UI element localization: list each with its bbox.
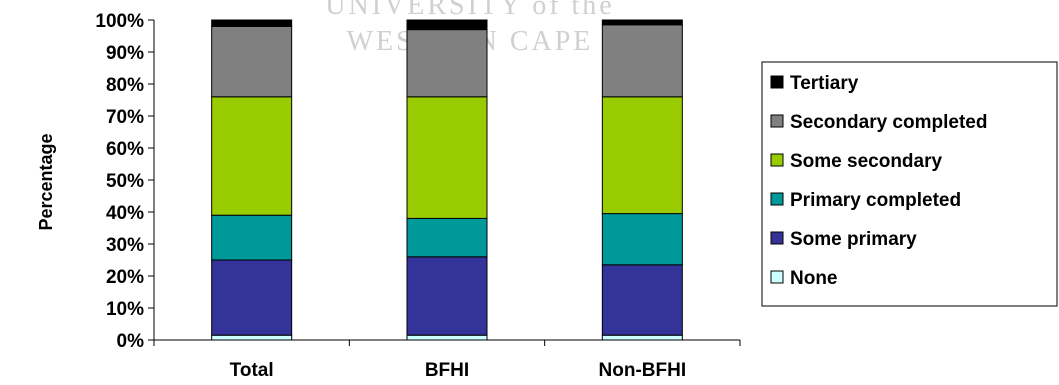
legend-swatch: [770, 192, 784, 206]
legend-label: Primary completed: [790, 190, 961, 211]
bar-segment: [211, 96, 293, 216]
y-tick-label: 20%: [106, 267, 144, 288]
bar-segment: [406, 217, 488, 258]
legend-box: [761, 61, 1058, 307]
bar-segment: [406, 19, 488, 31]
x-category-label: Non-BFHI: [599, 360, 687, 381]
legend-swatch: [770, 153, 784, 167]
x-category-label: Total: [230, 360, 274, 381]
bar-segment: [601, 213, 683, 266]
y-tick-label: 40%: [106, 203, 144, 224]
legend-swatch: [770, 114, 784, 128]
bar-segment: [211, 25, 293, 98]
y-tick-label: 70%: [106, 107, 144, 128]
legend-label: Some secondary: [790, 151, 942, 172]
bar-segment: [601, 19, 683, 26]
y-axis-title: Percentage: [36, 133, 56, 230]
y-axis-ticks: 0% 10% 20% 30% 40% 50% 60% 70% 80% 90% 100%: [95, 11, 154, 352]
legend-label: Tertiary: [790, 73, 859, 94]
watermark-line-1: UNIVERSITY of the: [325, 0, 614, 21]
legend-swatch: [770, 270, 784, 284]
y-tick-label: 10%: [106, 299, 144, 320]
bar-segment: [406, 96, 488, 219]
legend-swatch: [770, 75, 784, 89]
y-tick-label: 90%: [106, 43, 144, 64]
axes: [153, 20, 741, 346]
y-tick-label: 30%: [106, 235, 144, 256]
bar-segment: [601, 334, 683, 341]
legend-label: Secondary completed: [790, 112, 987, 133]
bar-segment: [601, 24, 683, 98]
legend-label: Some primary: [790, 229, 917, 250]
bar-segment: [211, 259, 293, 336]
bar-segment: [211, 19, 293, 27]
bar-segment: [601, 264, 683, 336]
legend-label: None: [790, 268, 838, 289]
bar-segment: [406, 256, 488, 336]
bars: [211, 19, 683, 341]
bar-segment: [211, 334, 293, 341]
y-tick-label: 0%: [117, 331, 145, 352]
y-tick-label: 100%: [95, 11, 144, 32]
legend: Tertiary Secondary completed Some secondar…: [761, 61, 1058, 307]
y-tick-label: 60%: [106, 139, 144, 160]
y-tick-label: 50%: [106, 171, 144, 192]
x-axis-categories: Total BFHI Non-BFHI: [230, 360, 686, 381]
bar-segment: [406, 334, 488, 341]
y-tick-label: 80%: [106, 75, 144, 96]
bar-segment: [211, 214, 293, 261]
bar-segment: [601, 96, 683, 215]
x-category-label: BFHI: [425, 360, 469, 381]
bar-segment: [406, 29, 488, 98]
legend-swatch: [770, 231, 784, 245]
